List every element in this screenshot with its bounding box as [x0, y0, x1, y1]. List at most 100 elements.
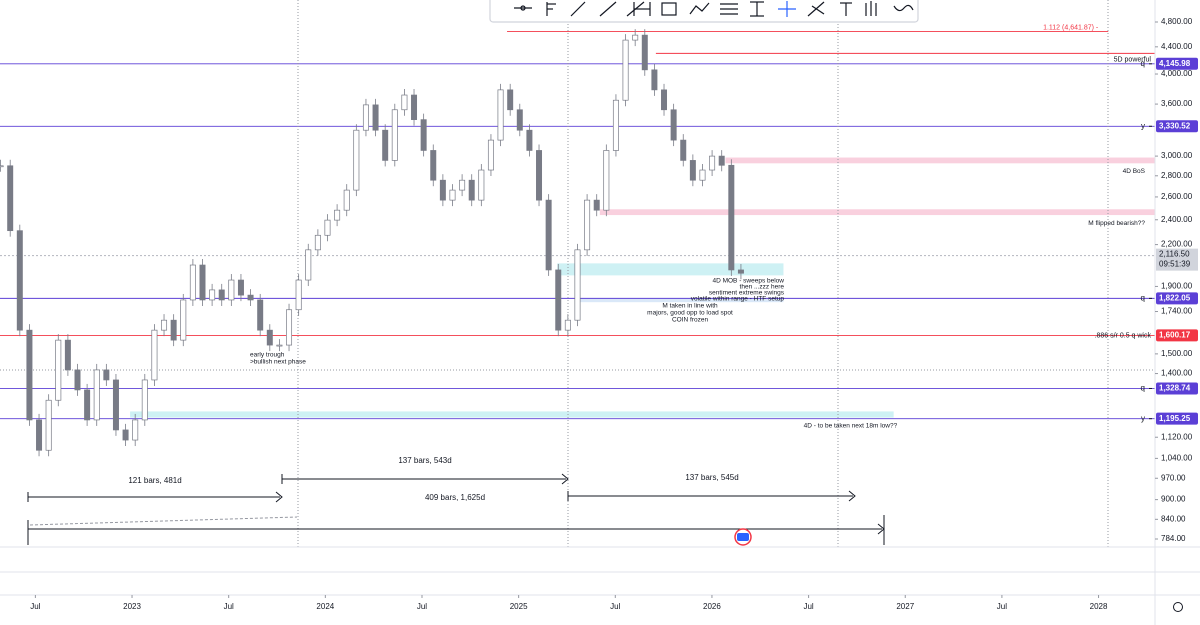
price-tick-label: 1,400.00	[1161, 369, 1193, 378]
tool[interactable]	[661, 2, 677, 16]
zone	[725, 157, 1155, 164]
tool[interactable]	[546, 2, 556, 16]
candle-body	[93, 369, 100, 421]
candle-body	[353, 129, 360, 191]
candle-body	[612, 99, 619, 151]
price-tick-label: 1,900.00	[1161, 282, 1193, 291]
candle-body	[199, 264, 206, 301]
tool[interactable]	[689, 2, 710, 15]
candle-body	[64, 339, 71, 371]
candle-body	[26, 329, 33, 421]
tool[interactable]	[807, 1, 825, 17]
price-tick-label: 2,200.00	[1161, 240, 1193, 249]
candle-body	[439, 179, 446, 201]
measure-label: 121 bars, 481d	[128, 476, 181, 485]
price-badge-label: 1,195.25	[1159, 414, 1191, 423]
annotation: COIN frozen	[672, 317, 709, 324]
candle-body	[257, 299, 264, 331]
candle-body	[728, 164, 735, 271]
candle-body	[718, 155, 725, 166]
candle-body	[709, 155, 716, 171]
candle-body	[45, 399, 52, 451]
price-tick-label: 2,600.00	[1161, 192, 1193, 201]
annotation: majors, good opp to load spot	[647, 310, 733, 317]
price-badge-label: 1,328.74	[1159, 384, 1191, 393]
tool[interactable]	[514, 5, 532, 11]
zone	[130, 411, 894, 418]
toolbar-bg	[489, 0, 919, 23]
candle-body	[209, 289, 216, 301]
candle-body	[478, 169, 485, 201]
candle-body	[699, 169, 706, 181]
tool[interactable]	[865, 1, 877, 16]
candle-body	[737, 269, 744, 274]
time-tick-label: 2028	[1090, 602, 1108, 611]
zone-note: 4D BoS	[1123, 168, 1146, 175]
candle-body	[507, 89, 514, 111]
vertical-dividers	[0, 0, 1155, 547]
time-tick-label: Jul	[417, 602, 427, 611]
price-tick-label: 2,800.00	[1161, 171, 1193, 180]
measure-label: 409 bars, 1,625d	[425, 493, 485, 502]
candle-body	[343, 189, 350, 211]
time-tick-label: 2024	[316, 602, 334, 611]
settings-icon[interactable]	[1173, 602, 1183, 612]
zone	[599, 209, 1155, 216]
candles-layer	[0, 29, 744, 457]
tool[interactable]	[633, 2, 651, 16]
candle-body	[305, 249, 312, 281]
price-badge	[1156, 329, 1198, 342]
tool[interactable]	[750, 1, 764, 17]
price-tick-label: 4,800.00	[1161, 17, 1193, 26]
time-tick-label: Jul	[610, 602, 620, 611]
tool[interactable]	[840, 2, 852, 16]
price-tick-label: 4,400.00	[1161, 42, 1193, 51]
candle-body	[689, 160, 696, 181]
candle-body	[516, 109, 523, 131]
level-tag: y	[1141, 121, 1145, 130]
candle-body	[622, 39, 629, 101]
annotation: M taken in line with	[662, 303, 718, 310]
measure-label: 137 bars, 543d	[398, 456, 451, 465]
time-tick-label: 2025	[510, 602, 528, 611]
candle-body	[237, 279, 244, 296]
candle-body	[74, 369, 81, 391]
candle-body	[170, 319, 177, 341]
candle-body	[141, 379, 148, 421]
candle-body	[161, 319, 168, 331]
candle-body	[497, 89, 504, 141]
candle-body	[7, 165, 14, 232]
candle-body	[680, 139, 687, 161]
annotation: then ...zzz here	[740, 284, 785, 291]
candle-body	[112, 379, 119, 431]
tool[interactable]	[893, 4, 914, 12]
candle-body	[151, 329, 158, 381]
tool[interactable]	[778, 1, 796, 17]
price-badge	[1156, 292, 1198, 305]
candle-body	[411, 94, 418, 120]
tool[interactable]	[720, 3, 738, 15]
measure-label: 137 bars, 545d	[685, 473, 738, 482]
candle-body	[55, 339, 62, 401]
zone-note: M flipped bearish??	[1088, 220, 1145, 227]
candle-body	[36, 419, 43, 451]
price-badge-label: 4,145.98	[1159, 59, 1191, 68]
time-tick-label: Jul	[224, 602, 234, 611]
candle-body	[661, 89, 668, 111]
candle-body	[564, 319, 571, 331]
tool[interactable]	[599, 1, 617, 17]
candle-body	[468, 179, 475, 201]
candle-body	[430, 150, 437, 181]
last-price-badge	[1156, 248, 1198, 271]
event-flag	[737, 533, 749, 541]
tool[interactable]	[570, 1, 586, 17]
annotation: 4D MOB - sweeps below	[712, 278, 784, 285]
candle-body	[632, 34, 639, 41]
price-badge	[1156, 412, 1198, 425]
price-badge	[1156, 382, 1198, 395]
candle-body	[536, 150, 543, 201]
candle-body	[487, 139, 494, 171]
candle-body	[545, 199, 552, 271]
